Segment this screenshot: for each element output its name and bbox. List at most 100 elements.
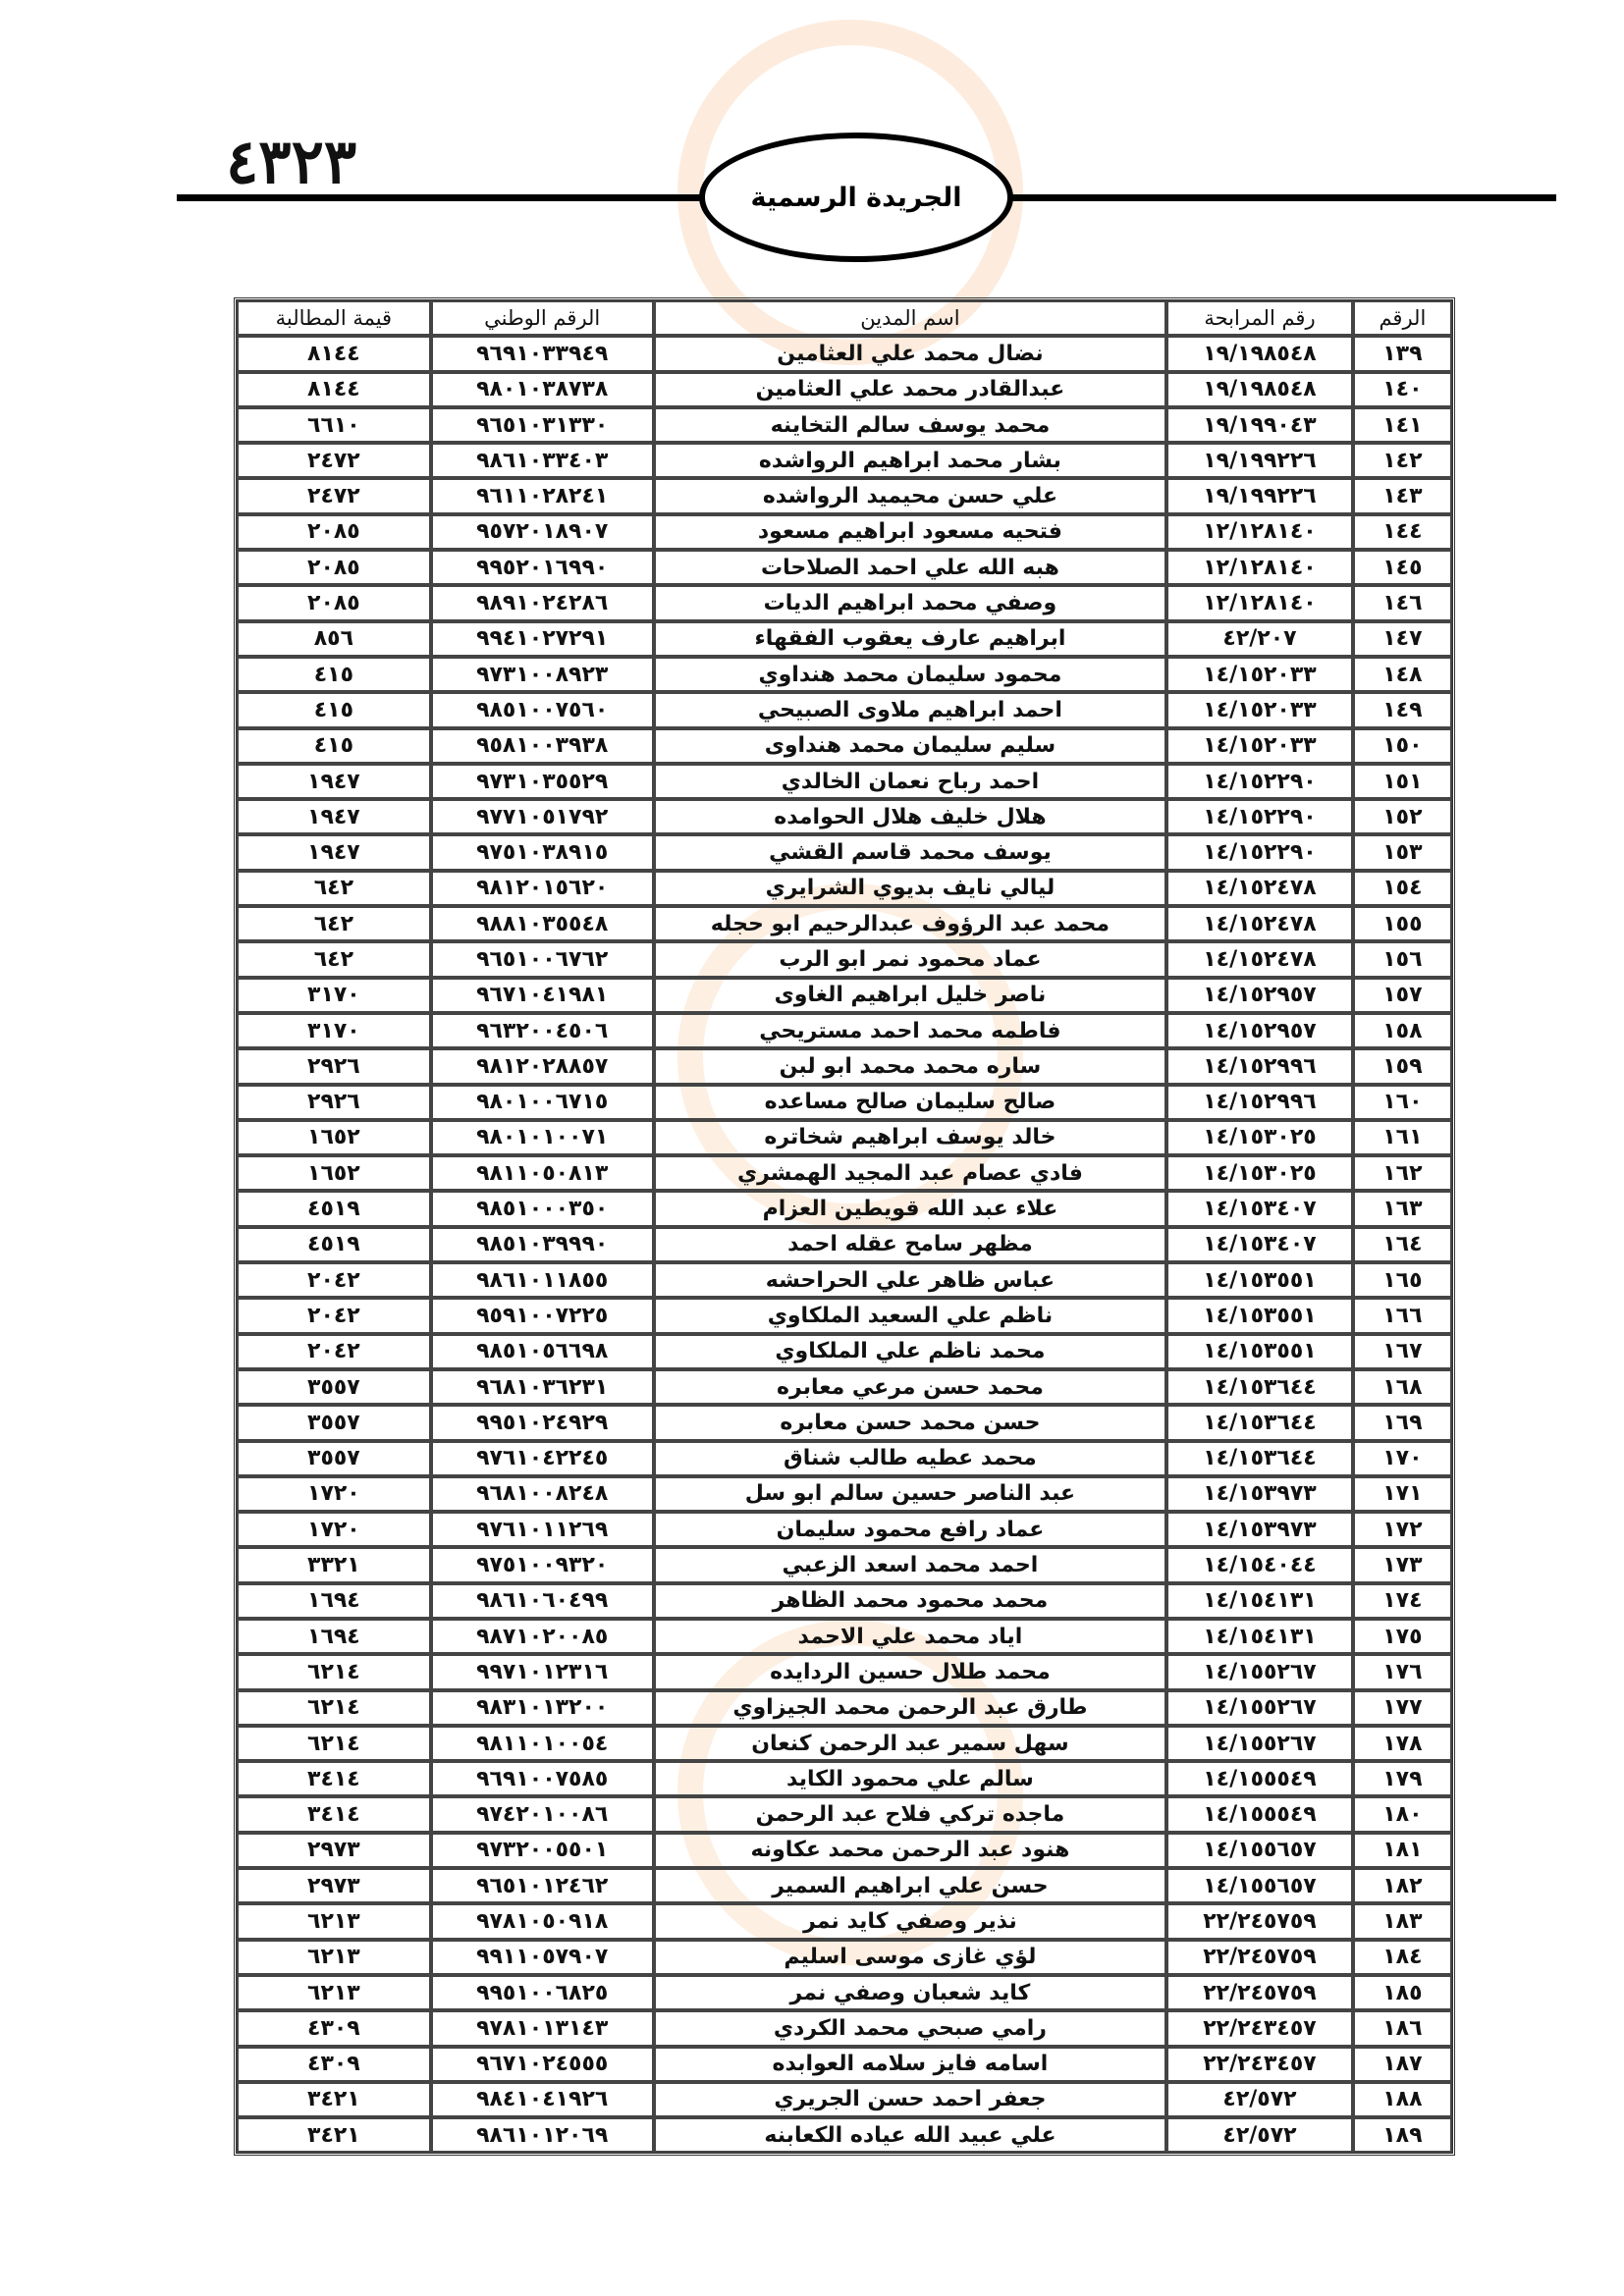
murabaha-number: ١٤/١٥٣٦٤٤ <box>1166 1368 1353 1406</box>
national-id: ٩٨٥١٠٥٦٦٩٨ <box>430 1333 654 1369</box>
column-header-debtor-name: اسم المدين <box>653 300 1167 337</box>
table-row: ١٣٩ ١٩/١٩٨٥٤٨ نضال محمد علي العثامين ٩٦٩١٠٣… <box>237 336 1452 372</box>
debtor-name: عماد محمود نمر ابو الرب <box>653 941 1167 978</box>
claim-amount: ٨١٤٤ <box>237 371 431 407</box>
row-number: ١٨٨ <box>1352 2081 1452 2118</box>
debtor-name: سالم علي محمود الكايد <box>653 1761 1167 1797</box>
national-id: ٩٩٤١٠٢٧٢٩١ <box>430 620 654 657</box>
claim-amount: ٣٤١٤ <box>237 1796 431 1833</box>
claim-amount: ٢٩٢٦ <box>237 1048 431 1085</box>
national-id: ٩٧٣١٠٣٥٥٢٩ <box>430 763 654 800</box>
row-number: ١٤٥ <box>1352 550 1452 586</box>
table-row: ١٥٦ ١٤/١٥٢٤٧٨ عماد محمود نمر ابو الرب ٩٦٥١٠… <box>237 941 1452 978</box>
murabaha-number: ١٩/١٩٩٢٢٦ <box>1166 443 1353 479</box>
national-id: ٩٨١١٠٥٠٨١٣ <box>430 1155 654 1192</box>
claim-amount: ٣٥٥٧ <box>237 1440 431 1476</box>
column-header-number: الرقم <box>1352 300 1452 337</box>
debtor-name: اسامه فايز سلامه العوابده <box>653 2046 1167 2082</box>
claim-amount: ٤١٥ <box>237 727 431 764</box>
row-number: ١٧٣ <box>1352 1547 1452 1583</box>
column-header-claim-amount: قيمة المطالبة <box>237 300 431 337</box>
debtor-name: صالح سليمان صالح مساعده <box>653 1084 1167 1120</box>
claim-amount: ٢٠٤٢ <box>237 1298 431 1334</box>
debtor-name: علي عبيد الله عياده الكعابنه <box>653 2117 1167 2154</box>
table-row: ١٥٧ ١٤/١٥٢٩٥٧ ناصر خليل ابراهيم الغاوى ٩٦٧١… <box>237 977 1452 1013</box>
debtor-name: عبد الناصر حسين سالم ابو سل <box>653 1475 1167 1513</box>
murabaha-number: ١٤/١٥٥٦٥٧ <box>1166 1832 1353 1869</box>
claim-amount: ٣١٧٠ <box>237 1012 431 1049</box>
claim-amount: ٦٢١٤ <box>237 1689 431 1726</box>
national-id: ٩٦٥١٠٠٦٧٦٢ <box>430 941 654 978</box>
national-id: ٩٨١٢٠١٥٦٢٠ <box>430 870 654 907</box>
row-number: ١٦١ <box>1352 1119 1452 1156</box>
national-id: ٩٦٣٢٠٠٤٥٠٦ <box>430 1012 654 1049</box>
row-number: ١٤٩ <box>1352 692 1452 728</box>
murabaha-number: ١٢/١٢٨١٤٠ <box>1166 550 1353 586</box>
claim-amount: ٢٩٧٣ <box>237 1868 431 1904</box>
national-id: ٩٦٥١٠٣١٣٣٠ <box>430 406 654 444</box>
debtor-name: عماد رافع محمود سليمان <box>653 1512 1167 1548</box>
debtor-name: احمد رباح نعمان الخالدي <box>653 763 1167 800</box>
claim-amount: ٣٥٥٧ <box>237 1368 431 1406</box>
murabaha-number: ١٤/١٥٣٥٥١ <box>1166 1298 1353 1334</box>
murabaha-number: ١٤/١٥٣٩٧٣ <box>1166 1475 1353 1513</box>
row-number: ١٨٧ <box>1352 2046 1452 2082</box>
murabaha-number: ١٤/١٥٢٩٩٦ <box>1166 1084 1353 1120</box>
table-header-row: الرقم رقم المرابحة اسم المدين الرقم الوط… <box>237 300 1452 337</box>
murabaha-number: ١٤/١٥٢٠٣٣ <box>1166 692 1353 728</box>
debtor-name: عبدالقادر محمد علي العثامين <box>653 371 1167 407</box>
debtor-name: هلال خليف هلال الحوامده <box>653 799 1167 835</box>
claim-amount: ١٦٩٤ <box>237 1618 431 1655</box>
table-row: ١٥٠ ١٤/١٥٢٠٣٣ سليم سليمان محمد هنداوى ٩٥٨١٠… <box>237 727 1452 764</box>
row-number: ١٦٧ <box>1352 1333 1452 1369</box>
debtor-name: احمد ابراهيم ملاوى الصبيحي <box>653 692 1167 728</box>
national-id: ٩٦٩١٠٣٣٩٤٩ <box>430 336 654 372</box>
row-number: ١٥٦ <box>1352 941 1452 978</box>
national-id: ٩٧٥١٠٣٨٩١٥ <box>430 834 654 871</box>
row-number: ١٤١ <box>1352 406 1452 444</box>
table-row: ١٦٨ ١٤/١٥٣٦٤٤ محمد حسن مرعي معابره ٩٦٨١٠٣٦٢… <box>237 1368 1452 1406</box>
debtor-name: رامي صبحي محمد الكردي <box>653 2010 1167 2047</box>
murabaha-number: ٢٢/٢٤٥٧٥٩ <box>1166 1939 1353 1975</box>
table-row: ١٨١ ١٤/١٥٥٦٥٧ هنود عبد الرحمن محمد عكاونه ٩… <box>237 1832 1452 1869</box>
table-row: ١٦٤ ١٤/١٥٣٤٠٧ مظهر سامح عقله احمد ٩٨٥١٠٣٩٩٩… <box>237 1226 1452 1263</box>
murabaha-number: ١٩/١٩٩٠٤٣ <box>1166 406 1353 444</box>
table-row: ١٥٤ ١٤/١٥٢٤٧٨ ليالي نايف بديوي الشرايري ٩٨١… <box>237 870 1452 907</box>
murabaha-number: ٢٢/٢٤٣٤٥٧ <box>1166 2046 1353 2082</box>
row-number: ١٥٤ <box>1352 870 1452 907</box>
table-row: ١٧٤ ١٤/١٥٤١٣١ محمد محمود محمد الظاهر ٩٨٦١٠٦… <box>237 1582 1452 1619</box>
debtor-name: علاء عبد الله قويطين العزام <box>653 1191 1167 1227</box>
claim-amount: ٣٣٢١ <box>237 1547 431 1583</box>
national-id: ٩٩٥٢٠١٦٩٩٠ <box>430 550 654 586</box>
national-id: ٩٨٩١٠٢٤٢٨٦ <box>430 585 654 621</box>
row-number: ١٨٣ <box>1352 1903 1452 1940</box>
debtor-name: محمد عطيه طالب شناق <box>653 1440 1167 1476</box>
table-row: ١٤١ ١٩/١٩٩٠٤٣ محمد يوسف سالم التخاينه ٩٦٥١٠… <box>237 406 1452 444</box>
debtor-name: هنود عبد الرحمن محمد عكاونه <box>653 1832 1167 1869</box>
row-number: ١٣٩ <box>1352 336 1452 372</box>
claim-amount: ٢٩٧٣ <box>237 1832 431 1869</box>
murabaha-number: ١٤/١٥٢٠٣٣ <box>1166 656 1353 693</box>
debtor-name: حسن محمد حسن معابره <box>653 1405 1167 1441</box>
claim-amount: ٢٠٨٥ <box>237 585 431 621</box>
table-row: ١٥٥ ١٤/١٥٢٤٧٨ محمد عبد الرؤوف عبدالرحيم اب… <box>237 906 1452 942</box>
claim-amount: ٤١٥ <box>237 656 431 693</box>
debtor-name: هبه الله علي احمد الصلاحات <box>653 550 1167 586</box>
claim-amount: ١٩٤٧ <box>237 763 431 800</box>
claim-amount: ٦٤٢ <box>237 941 431 978</box>
row-number: ١٧٢ <box>1352 1512 1452 1548</box>
national-id: ٩٨٧١٠٢٠٠٨٥ <box>430 1618 654 1655</box>
claim-amount: ٢٠٤٢ <box>237 1333 431 1369</box>
murabaha-number: ١٤/١٥٢٢٩٠ <box>1166 834 1353 871</box>
row-number: ١٦٥ <box>1352 1262 1452 1299</box>
murabaha-number: ١٤/١٥٣٠٢٥ <box>1166 1155 1353 1192</box>
table-row: ١٥٢ ١٤/١٥٢٢٩٠ هلال خليف هلال الحوامده ٩٧٧١٠… <box>237 799 1452 835</box>
national-id: ٩٦٨١٠٣٦٢٣١ <box>430 1368 654 1406</box>
debtor-name: كايد شعبان وصفي نمر <box>653 1974 1167 2011</box>
table-row: ١٨٤ ٢٢/٢٤٥٧٥٩ لؤي غازى موسى اسليم ٩٩١١٠٥٧٩٠… <box>237 1939 1452 1975</box>
debtor-name: اياد محمد علي الاحمد <box>653 1618 1167 1655</box>
claim-amount: ٤٣٠٩ <box>237 2046 431 2082</box>
claim-amount: ٣١٧٠ <box>237 977 431 1013</box>
row-number: ١٧٩ <box>1352 1761 1452 1797</box>
claim-amount: ١٧٢٠ <box>237 1475 431 1513</box>
